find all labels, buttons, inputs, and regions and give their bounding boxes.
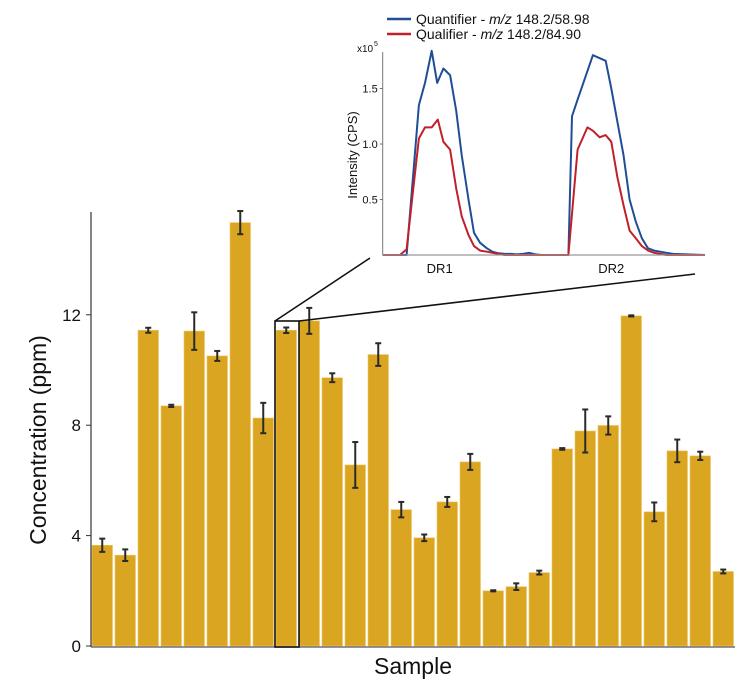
bar bbox=[666, 450, 688, 647]
inset-chromatogram: 0.5 1.0 1.5 DR1 DR2 x10 5 Intensity (CPS) Quanti… bbox=[345, 11, 706, 276]
bar bbox=[689, 455, 711, 647]
error-bar bbox=[99, 537, 106, 553]
error-bar bbox=[697, 450, 704, 461]
inset-y-axis-title: Intensity (CPS) bbox=[345, 111, 360, 198]
bar bbox=[367, 354, 389, 647]
inset-y-multiplier: x10 bbox=[357, 44, 374, 55]
error-bar bbox=[122, 548, 129, 562]
bar bbox=[574, 430, 596, 647]
inset-y-tick-label: 1.5 bbox=[362, 84, 377, 96]
error-bar bbox=[582, 408, 589, 454]
legend-label-transition: 148.2/58.98 bbox=[512, 11, 590, 27]
bar bbox=[229, 222, 251, 647]
bar bbox=[252, 417, 274, 647]
inset-y-tick-label: 0.5 bbox=[362, 195, 377, 207]
zoom-connector-lines bbox=[274, 257, 696, 322]
bar bbox=[298, 320, 320, 647]
bar bbox=[390, 509, 412, 647]
bar bbox=[551, 448, 573, 647]
error-bar bbox=[214, 349, 221, 362]
inset-y-multiplier-exponent: 5 bbox=[374, 41, 378, 48]
bar bbox=[114, 554, 136, 647]
legend-label-transition: 148.2/84.90 bbox=[503, 26, 581, 42]
bar bbox=[712, 571, 734, 647]
error-bar bbox=[237, 210, 244, 236]
bar bbox=[344, 464, 366, 647]
legend-label-mz: m/z bbox=[481, 26, 504, 42]
bar bbox=[597, 425, 619, 647]
error-bar bbox=[674, 438, 681, 464]
inset-x-label: DR1 bbox=[427, 261, 453, 276]
error-bar bbox=[536, 569, 543, 576]
legend-label-mz: m/z bbox=[489, 11, 512, 27]
bar bbox=[275, 329, 297, 647]
zoom-line-right bbox=[298, 273, 696, 322]
bar bbox=[321, 377, 343, 647]
bar bbox=[620, 315, 642, 647]
error-bar bbox=[559, 447, 566, 451]
bar bbox=[528, 572, 550, 647]
inset-y-tick-label: 1.0 bbox=[362, 139, 377, 151]
error-bar bbox=[352, 441, 359, 489]
bar bbox=[91, 544, 113, 647]
bar bbox=[206, 355, 228, 647]
bar bbox=[482, 590, 504, 647]
bar bbox=[183, 330, 205, 647]
error-bar bbox=[421, 533, 428, 543]
x-axis-title: Sample bbox=[374, 653, 452, 679]
error-bar bbox=[398, 500, 405, 519]
bar bbox=[413, 537, 435, 647]
main-bar-chart: 0 4 8 12 Sample Concentration (ppm) bbox=[25, 210, 735, 679]
error-bar bbox=[168, 403, 175, 408]
error-bar bbox=[283, 326, 290, 335]
error-bar bbox=[628, 314, 635, 318]
y-tick-label: 8 bbox=[72, 416, 81, 435]
bar bbox=[160, 405, 182, 647]
bar bbox=[505, 586, 527, 647]
bar bbox=[459, 461, 481, 647]
error-bar bbox=[191, 311, 198, 351]
series-line-quantifier bbox=[382, 49, 706, 256]
legend-label: Qualifier - m/z 148.2/84.90 bbox=[416, 26, 581, 42]
error-bar bbox=[513, 582, 520, 591]
error-bar bbox=[329, 372, 336, 384]
bar bbox=[643, 511, 665, 647]
bar bbox=[436, 501, 458, 647]
error-bar bbox=[444, 495, 451, 508]
error-bar bbox=[467, 452, 474, 471]
series-line-qualifier bbox=[382, 118, 705, 256]
error-bar bbox=[490, 589, 497, 593]
error-bar bbox=[145, 326, 152, 334]
error-bar bbox=[720, 568, 727, 575]
legend-label: Quantifier - m/z 148.2/58.98 bbox=[416, 11, 590, 27]
y-tick-label: 4 bbox=[72, 527, 81, 546]
error-bar bbox=[260, 401, 267, 435]
legend-label-prefix: Quantifier - bbox=[416, 11, 489, 27]
error-bar bbox=[605, 415, 612, 436]
y-tick-label: 0 bbox=[72, 637, 81, 656]
y-tick-label: 12 bbox=[62, 306, 81, 325]
error-bar bbox=[306, 306, 313, 335]
error-bar bbox=[651, 501, 658, 523]
bar bbox=[137, 329, 159, 647]
inset-x-label: DR2 bbox=[598, 261, 624, 276]
y-axis-title: Concentration (ppm) bbox=[25, 335, 51, 545]
highlight-box bbox=[274, 320, 300, 648]
error-bar bbox=[375, 342, 382, 367]
zoom-line-left bbox=[274, 257, 371, 322]
legend-label-prefix: Qualifier - bbox=[416, 26, 481, 42]
